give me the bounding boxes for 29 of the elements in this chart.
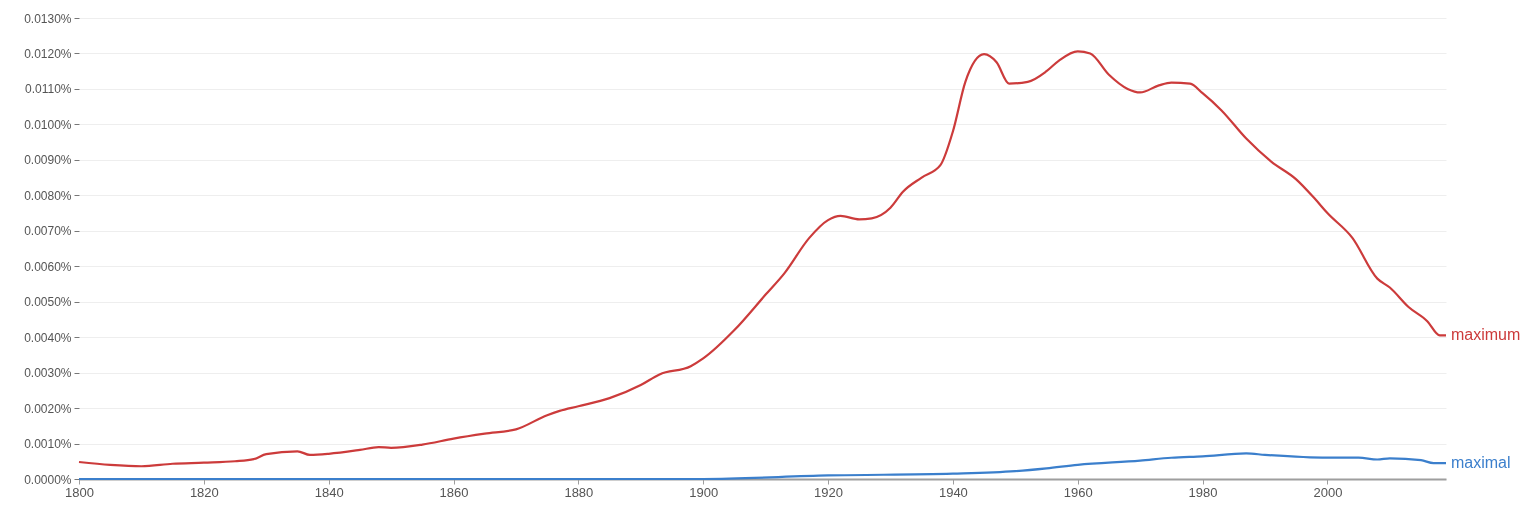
y-tick-label: 0.0000% xyxy=(24,472,72,487)
x-tick-label: 1800 xyxy=(65,484,94,500)
y-tick-label: 0.0070% xyxy=(24,224,72,239)
y-tick-label: 0.0050% xyxy=(24,295,72,310)
x-tick-label: 1920 xyxy=(814,484,843,500)
y-tick-label: 0.0060% xyxy=(24,259,72,274)
x-tick-label: 1900 xyxy=(689,484,719,500)
y-tick-label: 0.0080% xyxy=(24,188,72,203)
line-series xyxy=(77,452,1448,481)
x-tick-label: 2000 xyxy=(1313,484,1343,500)
x-tick-label: 1940 xyxy=(938,484,968,500)
x-tick-label: 1880 xyxy=(564,484,594,500)
y-tick-label: 0.0030% xyxy=(24,366,72,381)
y-tick-label: 0.0130% xyxy=(24,11,72,26)
y-tick-label: 0.0120% xyxy=(24,46,72,61)
series-label: maximal xyxy=(1451,454,1511,472)
x-tick-label: 1980 xyxy=(1188,484,1218,500)
y-tick-label: 0.0100% xyxy=(24,117,72,132)
x-tick-label: 1840 xyxy=(314,484,344,500)
x-tick-label: 1960 xyxy=(1063,484,1093,500)
y-tick-label: 0.0110% xyxy=(25,82,72,97)
x-tick-label: 1860 xyxy=(439,484,469,500)
y-tick-label: 0.0090% xyxy=(24,153,72,168)
series-label: maximum xyxy=(1451,326,1521,344)
line-series xyxy=(77,50,1448,468)
y-tick-label: 0.0040% xyxy=(24,330,72,345)
y-tick-label: 0.0010% xyxy=(24,437,72,452)
y-tick-label: 0.0020% xyxy=(24,401,72,416)
x-tick-label: 1820 xyxy=(189,484,219,500)
